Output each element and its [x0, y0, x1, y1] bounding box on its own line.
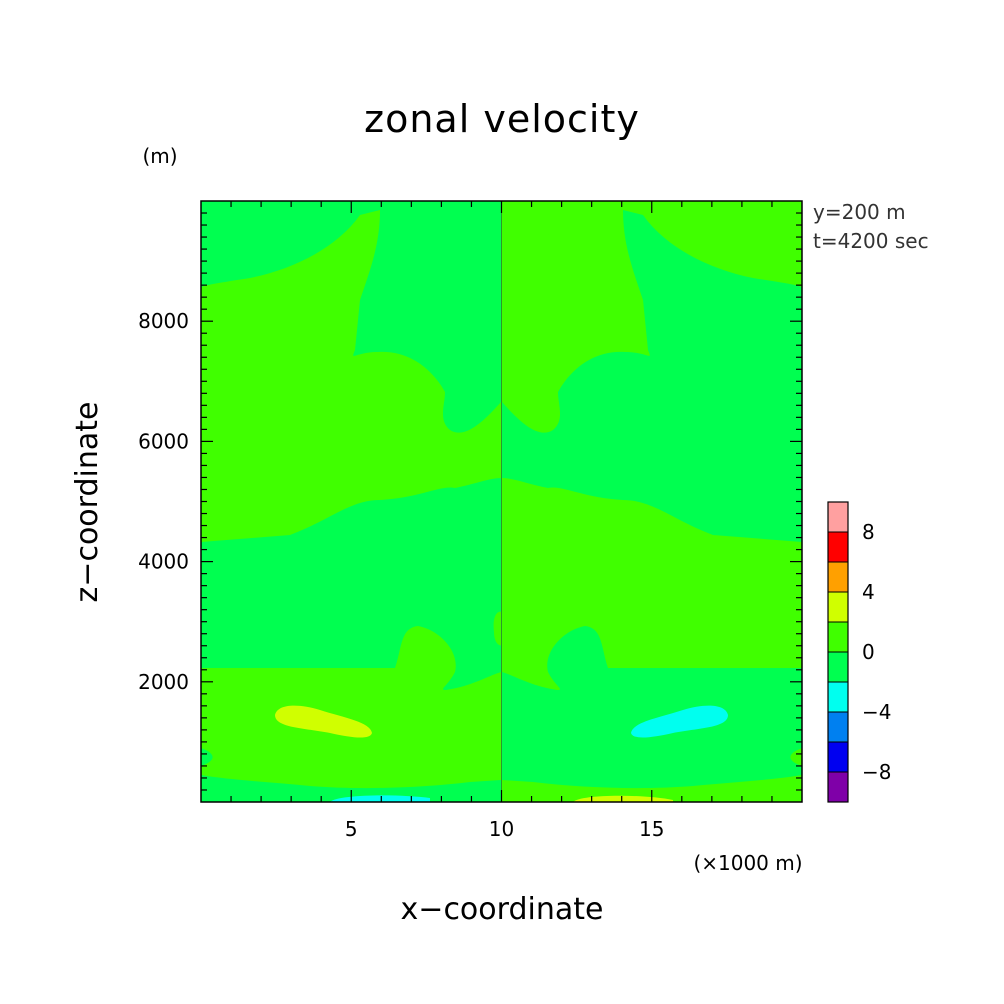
- colorbar-swatch: [827, 501, 849, 533]
- colorbar-swatch: [827, 681, 849, 713]
- x-unit-label: (×1000 m): [693, 851, 802, 875]
- colorbar-swatch: [827, 591, 849, 623]
- y-tick-label: 8000: [138, 309, 189, 333]
- right-lower-blob: [502, 775, 802, 802]
- plot-area: [201, 201, 802, 802]
- negative-surface-band: [330, 795, 430, 802]
- left-middle-band: [201, 210, 501, 542]
- colorbar-swatch: [827, 651, 849, 683]
- y-tick-label: 6000: [138, 429, 189, 453]
- axis-tick-labels: 5 10 15 2000 4000 6000 8000: [138, 309, 664, 841]
- annotation-y: y=200 m: [813, 200, 906, 224]
- right-middle-band: [502, 210, 802, 542]
- left-bottom-edge: [201, 748, 213, 766]
- left-lower-blob: [201, 775, 501, 802]
- colorbar-tick-label: 4: [862, 580, 875, 604]
- colorbar-tick-label: 8: [862, 520, 875, 544]
- right-bottom-edge: [790, 748, 802, 766]
- colorbar-swatch: [827, 561, 849, 593]
- y-tick-label: 4000: [138, 550, 189, 574]
- x-axis-label: x−coordinate: [401, 892, 604, 927]
- colorbar-tick-label: −8: [862, 760, 891, 784]
- left-lobe-6500: [255, 385, 355, 435]
- left-lower-band: [201, 626, 501, 802]
- colorbar: −8 −4 0 4 8: [827, 501, 891, 803]
- colorbar-swatch: [827, 771, 849, 803]
- y-tick-label: 2000: [138, 670, 189, 694]
- colorbar-swatch: [827, 621, 849, 653]
- x-tick-label: 10: [489, 817, 514, 841]
- annotation-t: t=4200 sec: [813, 229, 929, 253]
- right-lobe-6500: [648, 385, 748, 435]
- chart-title: zonal velocity: [364, 97, 640, 141]
- left-upper-inner: [399, 210, 501, 320]
- x-tick-label: 15: [639, 817, 664, 841]
- colorbar-tick-label: 0: [862, 640, 875, 664]
- axis-ticks: [201, 201, 802, 802]
- colorbar-swatch: [827, 741, 849, 773]
- negative-lobe: [631, 705, 728, 738]
- y-unit-label: (m): [142, 144, 177, 168]
- colorbar-swatch: [827, 531, 849, 563]
- colorbar-tick-label: −4: [862, 700, 891, 724]
- positive-surface-band: [573, 795, 673, 802]
- colorbar-swatch: [827, 711, 849, 743]
- right-lower-band: [502, 626, 802, 802]
- right-upper-inner: [502, 210, 604, 320]
- y-axis-label: z−coordinate: [70, 402, 105, 603]
- colorbar-frame: [827, 501, 849, 803]
- positive-lobe: [275, 705, 372, 738]
- x-tick-label: 5: [345, 817, 358, 841]
